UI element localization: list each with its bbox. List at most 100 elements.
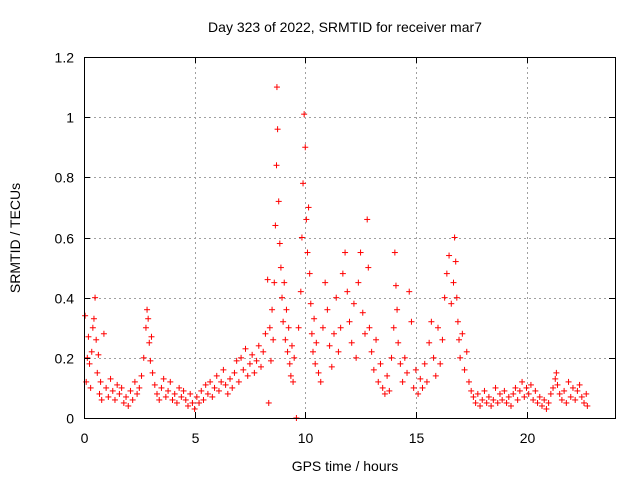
data-point [404,369,411,376]
data-point [463,348,470,355]
data-point [300,180,307,187]
data-point [193,393,200,400]
y-tick-label: 1 [66,110,74,126]
data-point [572,396,579,403]
data-point [534,399,541,406]
data-point [158,384,165,391]
data-point [142,324,149,331]
data-point [84,354,91,361]
data-point [220,366,227,373]
data-point [269,306,276,313]
y-tick-label: 0.2 [55,351,75,367]
data-point [169,396,176,403]
data-point [441,294,448,301]
data-point [435,324,441,331]
data-point [149,369,156,376]
x-axis-label: GPS time / hours [292,458,399,474]
data-point [337,324,344,331]
data-point [305,204,312,211]
data-point [266,324,273,331]
data-point [140,354,147,361]
data-point [165,387,172,394]
data-point [258,363,264,370]
data-point [355,279,362,286]
data-point [335,348,342,355]
data-point [401,354,408,361]
data-point [286,360,293,367]
x-tick-label: 5 [192,430,200,446]
data-point [273,84,280,91]
data-point [461,366,468,373]
data-point [567,393,574,400]
data-point [242,345,249,352]
data-point [516,387,523,394]
data-point [368,348,375,355]
data-point [94,369,101,376]
data-point [488,402,495,409]
data-point [312,360,319,367]
data-point [279,294,286,301]
data-point [202,381,209,388]
data-point [315,369,322,376]
data-point [151,381,158,388]
data-point [521,393,528,400]
data-point [98,396,105,403]
data-point [459,330,466,337]
data-point [100,330,107,337]
data-point [180,387,187,394]
data-point [373,336,380,343]
data-point [578,393,585,400]
data-point [390,324,397,331]
data-point [554,381,561,388]
data-point [176,384,183,391]
data-point [244,372,251,379]
data-point [492,384,499,391]
data-point [287,372,294,379]
y-tick-label: 0.6 [55,231,75,247]
data-point [240,366,247,373]
data-point [452,258,459,265]
data-point [89,324,96,331]
data-point [415,390,422,397]
data-point [204,390,211,397]
data-point [222,381,229,388]
data-point [494,399,501,406]
data-point [439,336,446,343]
data-point [399,378,406,385]
data-point [501,387,508,394]
data-point [530,396,537,403]
data-point [470,393,477,400]
data-point [443,270,450,277]
data-point [397,360,404,367]
data-point [565,378,572,385]
y-axis-label: SRMTID / TECUs [7,183,23,293]
data-point [229,384,236,391]
data-point [288,342,295,349]
data-point [377,360,384,367]
y-tick-label: 0.8 [55,170,75,186]
data-point [302,144,309,151]
data-point [375,378,382,385]
x-tick-label: 0 [81,430,89,446]
data-point [428,318,435,325]
data-point [553,369,560,376]
y-tick-label: 0.4 [55,291,75,307]
data-point [134,390,141,397]
data-point [505,393,512,400]
data-point [365,264,372,271]
data-point [114,381,121,388]
data-point [412,366,419,373]
data-point [379,384,386,391]
data-point [353,354,360,361]
data-point [536,393,543,400]
data-point [97,378,104,385]
data-point [86,360,93,367]
data-point [423,378,430,385]
data-point [410,384,417,391]
data-point [523,384,530,391]
data-point [430,354,437,361]
data-point [255,342,262,349]
data-point [85,333,92,340]
data-point [479,396,486,403]
data-point [123,393,130,400]
